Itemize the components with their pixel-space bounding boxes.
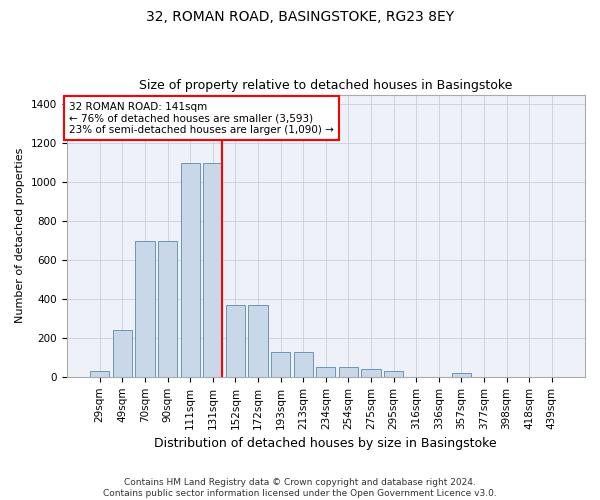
Bar: [158, 240, 177, 377]
X-axis label: Distribution of detached houses by size in Basingstoke: Distribution of detached houses by size …: [154, 437, 497, 450]
Title: Size of property relative to detached houses in Basingstoke: Size of property relative to detached ho…: [139, 79, 512, 92]
Bar: [452, 373, 471, 377]
Bar: [136, 240, 155, 377]
Bar: [248, 305, 268, 377]
Text: 32 ROMAN ROAD: 141sqm
← 76% of detached houses are smaller (3,593)
23% of semi-d: 32 ROMAN ROAD: 141sqm ← 76% of detached …: [69, 102, 334, 135]
Bar: [316, 367, 335, 377]
Bar: [203, 162, 223, 377]
Y-axis label: Number of detached properties: Number of detached properties: [15, 148, 25, 324]
Text: 32, ROMAN ROAD, BASINGSTOKE, RG23 8EY: 32, ROMAN ROAD, BASINGSTOKE, RG23 8EY: [146, 10, 454, 24]
Bar: [113, 330, 132, 377]
Bar: [293, 352, 313, 377]
Text: Contains HM Land Registry data © Crown copyright and database right 2024.
Contai: Contains HM Land Registry data © Crown c…: [103, 478, 497, 498]
Bar: [90, 371, 109, 377]
Bar: [384, 371, 403, 377]
Bar: [181, 162, 200, 377]
Bar: [361, 369, 380, 377]
Bar: [226, 305, 245, 377]
Bar: [339, 367, 358, 377]
Bar: [271, 352, 290, 377]
